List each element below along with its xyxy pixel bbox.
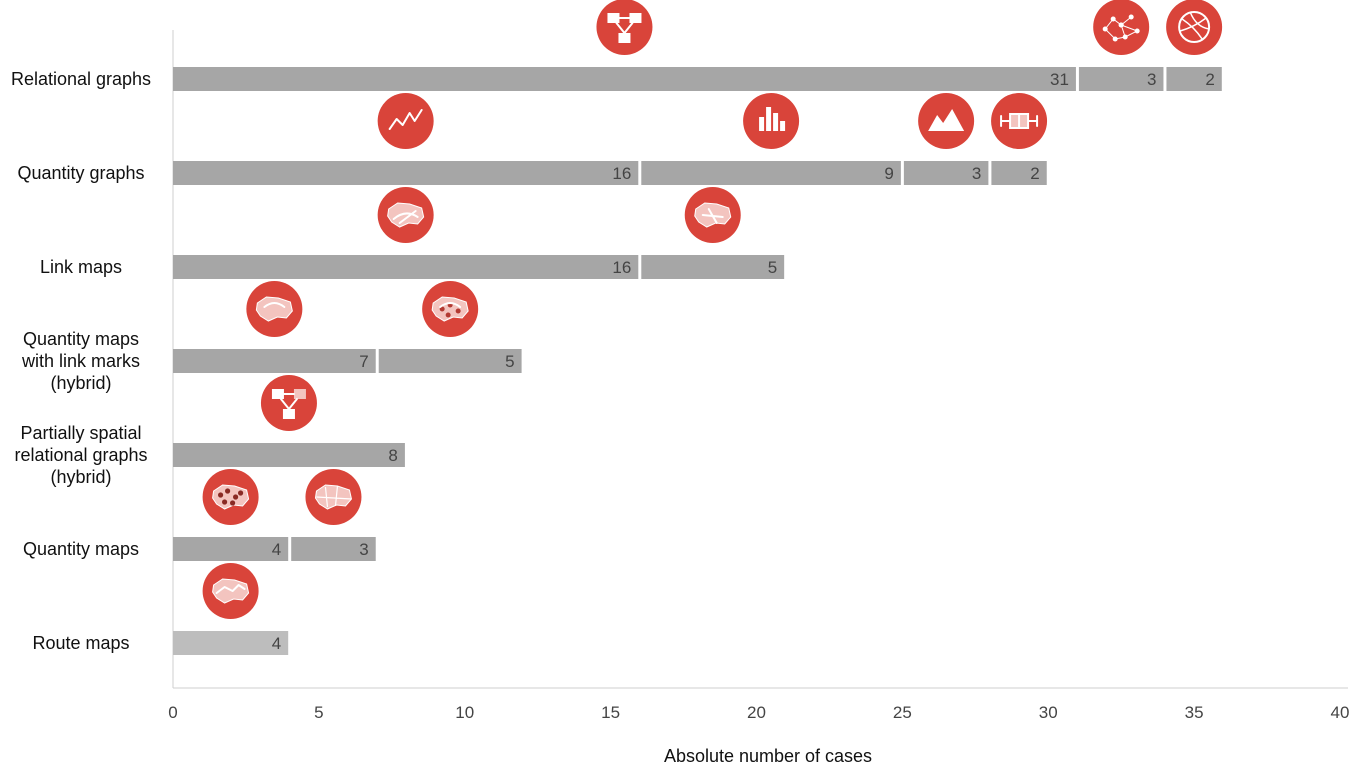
x-tick-label: 30 — [1039, 703, 1058, 722]
x-tick-label: 20 — [747, 703, 766, 722]
bar-segment — [173, 161, 639, 185]
category-label: Quantity maps with link marks (hybrid) — [21, 329, 141, 393]
category-label: Quantity maps — [22, 539, 140, 559]
bar-value-label: 3 — [972, 164, 981, 183]
bar-segment — [291, 537, 376, 561]
icons — [202, 0, 1223, 619]
bar-segment — [991, 161, 1047, 185]
category-label: Relational graphs — [10, 69, 152, 89]
x-tick-label: 5 — [314, 703, 323, 722]
axes: 0 5 10 15 20 25 30 35 40 — [168, 30, 1349, 722]
bar-value-label: 8 — [388, 446, 397, 465]
bar-value-label: 16 — [612, 258, 631, 277]
bar-value-label: 3 — [1147, 70, 1156, 89]
x-axis-title: Absolute number of cases — [664, 746, 872, 765]
bar-value-label: 9 — [884, 164, 893, 183]
bar-segment — [173, 255, 639, 279]
bars: 31 3 2 16 9 3 2 16 5 7 5 8 4 3 4 — [173, 67, 1222, 655]
category-label: Route maps — [32, 633, 130, 653]
bar-segment — [173, 349, 376, 373]
dot-map-icon — [202, 469, 259, 525]
x-tick-label: 10 — [455, 703, 474, 722]
category-label: Quantity graphs — [17, 163, 145, 183]
bar-segment — [173, 443, 405, 467]
node-link-diagram-icon — [596, 0, 653, 55]
line-chart-icon — [377, 93, 434, 149]
node-link-map-icon — [260, 375, 317, 431]
flow-map-icon — [377, 187, 434, 243]
bar-value-label: 7 — [359, 352, 368, 371]
bar-segment — [173, 631, 289, 655]
bar-value-label: 4 — [272, 540, 281, 559]
box-plot-icon — [991, 93, 1048, 149]
bar-segment — [378, 349, 522, 373]
network-graph-icon — [1093, 0, 1150, 55]
bar-value-label: 5 — [768, 258, 777, 277]
bar-value-label: 5 — [505, 352, 514, 371]
bar-segment — [173, 67, 1076, 91]
x-tick-label: 15 — [601, 703, 620, 722]
route-map-icon — [202, 563, 259, 619]
bar-segment — [1166, 67, 1222, 91]
chord-diagram-icon — [1166, 0, 1223, 55]
bar-value-label: 2 — [1205, 70, 1214, 89]
x-tick-label: 35 — [1185, 703, 1204, 722]
bar-value-label: 2 — [1030, 164, 1039, 183]
bar-segment — [903, 161, 989, 185]
link-map-icon — [684, 187, 741, 243]
choropleth-map-icon — [305, 469, 362, 525]
bar-value-label: 16 — [612, 164, 631, 183]
category-label: Link maps — [39, 257, 123, 277]
bar-segment — [641, 255, 785, 279]
x-tick-label: 0 — [168, 703, 177, 722]
bar-value-label: 4 — [272, 634, 281, 653]
x-tick-label: 25 — [893, 703, 912, 722]
bar-segment — [173, 537, 289, 561]
bar-segment — [1078, 67, 1164, 91]
bar-value-label: 3 — [359, 540, 368, 559]
bar-segment — [641, 161, 901, 185]
symbol-flow-map-icon — [422, 281, 479, 337]
category-label: Partially spatial relational graphs (hyb… — [14, 423, 148, 487]
area-chart-icon — [918, 93, 975, 149]
choropleth-flow-map-icon — [246, 281, 303, 337]
x-tick-label: 40 — [1331, 703, 1350, 722]
bar-chart-icon — [743, 93, 800, 149]
bar-value-label: 31 — [1050, 70, 1069, 89]
